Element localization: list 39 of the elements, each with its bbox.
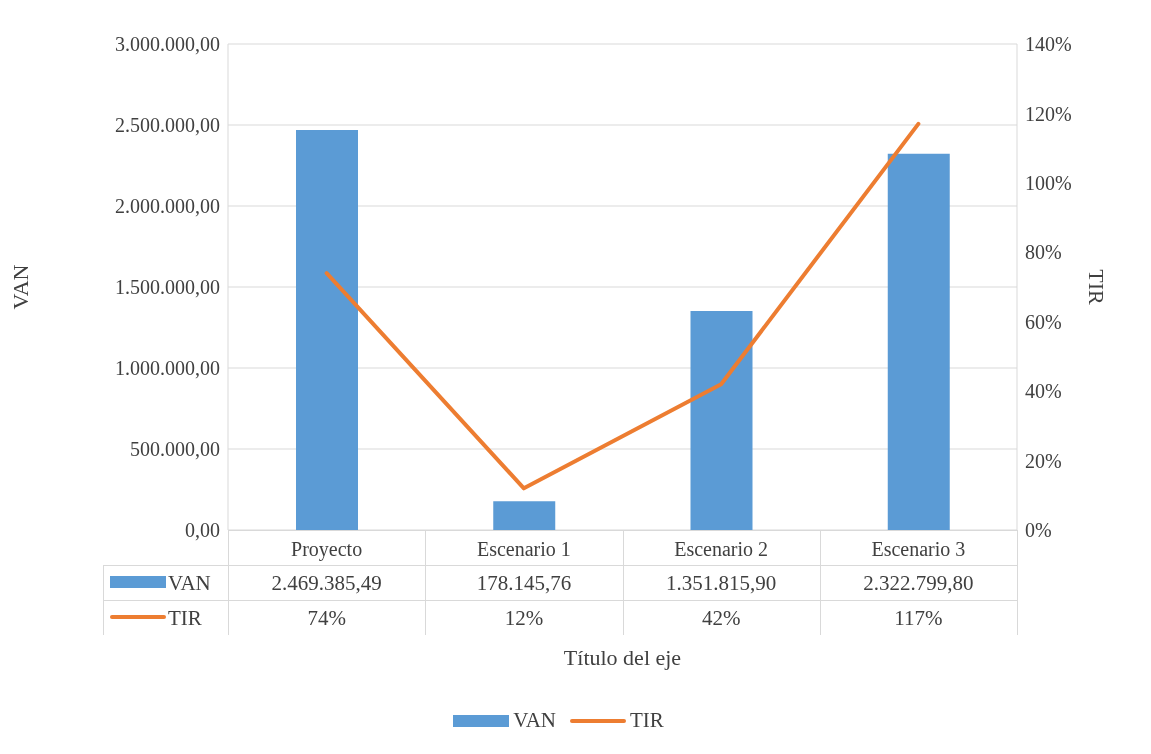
- y2-tick-label: 120%: [1025, 102, 1072, 125]
- legend-label: TIR: [168, 606, 202, 631]
- data-label: 2.469.385,49: [270, 571, 383, 596]
- y-tick-label: 1.500.000,00: [115, 276, 220, 299]
- data-label: 2.322.799,80: [862, 571, 975, 596]
- text: VAN: [513, 708, 556, 732]
- bar: [887, 153, 950, 530]
- y2-tick-label: 20%: [1025, 449, 1062, 472]
- data-label: 74%: [306, 606, 347, 631]
- text: TIR: [629, 708, 664, 732]
- data-label: 1.351.815,90: [665, 571, 778, 596]
- y-tick-label: 1.000.000,00: [115, 357, 220, 380]
- y-tick-label: 3.000.000,00: [115, 33, 220, 56]
- data-label: 117%: [893, 606, 944, 631]
- y2-tick-label: 80%: [1025, 241, 1062, 264]
- data-label: 42%: [700, 606, 742, 631]
- x-tick-label: Escenario 2: [674, 538, 769, 561]
- y-tick-label: 2.000.000,00: [115, 195, 220, 218]
- y-tick-label: 2.500.000,00: [115, 114, 220, 137]
- bar: [493, 501, 556, 530]
- y2-tick-label: 140%: [1025, 33, 1072, 56]
- y-tick-label: 500.000,00: [130, 438, 220, 461]
- y-axis-title: VAN: [7, 264, 33, 310]
- x-tick-label: Escenario 3: [871, 538, 966, 561]
- y2-tick-label: 100%: [1025, 171, 1072, 194]
- y-tick-label: 0,00: [185, 519, 220, 542]
- y2-tick-label: 40%: [1025, 380, 1062, 403]
- bar: [296, 129, 358, 530]
- y2-axis-title: TIR: [1084, 269, 1110, 306]
- data-label: 178.145,76: [475, 571, 573, 596]
- line-series: [324, 121, 921, 491]
- y2-tick-label: 60%: [1025, 310, 1062, 333]
- legend-label: VAN: [168, 571, 211, 596]
- x-axis-title: Título del eje: [562, 645, 683, 671]
- bar: [690, 311, 753, 530]
- data-label: 12%: [503, 606, 545, 631]
- x-tick-label: Escenario 1: [476, 538, 571, 561]
- x-tick-label: Proyecto: [291, 538, 363, 562]
- y2-tick-label: 0%: [1025, 519, 1052, 542]
